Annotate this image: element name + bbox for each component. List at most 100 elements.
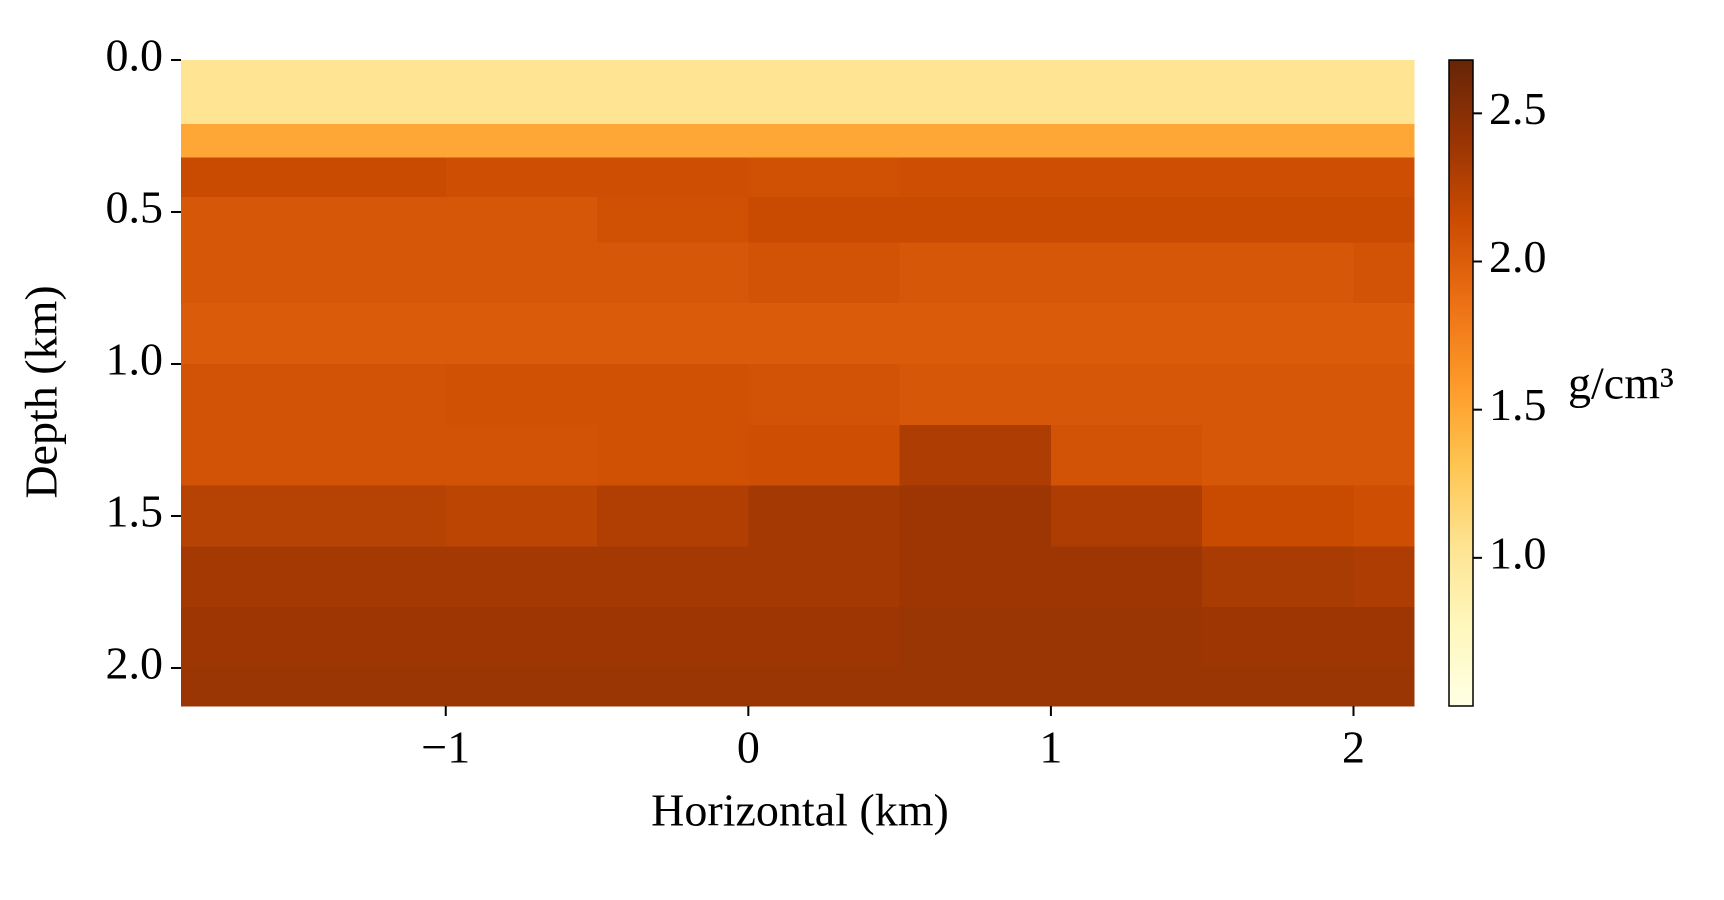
heatmap-cell <box>597 123 749 158</box>
heatmap-cell <box>1050 157 1203 198</box>
heatmap-cell <box>294 485 447 547</box>
heatmap-cell <box>1353 196 1415 243</box>
heatmap-cell <box>294 364 447 426</box>
heatmap-cell <box>899 242 1052 304</box>
heatmap-cell <box>597 424 749 487</box>
heatmap-cell <box>181 242 296 304</box>
heatmap-cell <box>294 546 447 608</box>
heatmap-cell <box>1202 485 1355 547</box>
heatmap-cell <box>445 303 598 365</box>
heatmap-cell <box>294 242 447 304</box>
heatmap-cell <box>294 60 447 125</box>
heatmap-cell <box>181 364 296 426</box>
heatmap-cell <box>597 157 749 198</box>
heatmap-cell <box>1050 485 1203 547</box>
heatmap-cell <box>445 668 598 707</box>
y-tick-label: 0.5 <box>106 182 164 233</box>
heatmap-cell <box>294 196 447 243</box>
heatmap-cell <box>899 485 1052 547</box>
heatmap-cell <box>597 196 749 243</box>
heatmap-cell <box>597 546 749 608</box>
heatmap-cell <box>748 607 901 669</box>
heatmap-cell <box>748 60 901 125</box>
heatmap-cell <box>899 364 1052 426</box>
heatmap-cell <box>1050 668 1203 707</box>
heatmap-cell <box>748 157 901 198</box>
heatmap-cell <box>1202 424 1355 487</box>
heatmap-cell <box>1353 668 1415 707</box>
heatmap-cell <box>445 364 598 426</box>
heatmap-cell <box>748 196 901 243</box>
heatmap-cell <box>899 196 1052 243</box>
colorbar-tick-label: 1.5 <box>1489 379 1547 430</box>
heatmap-cell <box>294 303 447 365</box>
colorbar-tick-label: 1.0 <box>1489 527 1547 578</box>
heatmap-cell <box>181 303 296 365</box>
heatmap-cell <box>748 364 901 426</box>
y-axis-label: Depth (km) <box>16 285 67 498</box>
heatmap-cell <box>899 668 1052 707</box>
heatmap-cell <box>1353 303 1415 365</box>
heatmap-cell <box>899 303 1052 365</box>
heatmap-cell <box>1353 607 1415 669</box>
heatmap-cell <box>597 485 749 547</box>
heatmap-cell <box>748 485 901 547</box>
heatmap-cell <box>1353 424 1415 487</box>
heatmap-cell <box>1050 303 1203 365</box>
colorbar-tick-label: 2.0 <box>1489 231 1547 282</box>
heatmap-cell <box>899 157 1052 198</box>
heatmap-cell <box>597 668 749 707</box>
heatmap-cell <box>597 303 749 365</box>
heatmap-cell <box>1202 364 1355 426</box>
heatmap-cell <box>445 60 598 125</box>
heatmap-cell <box>1050 196 1203 243</box>
colorbar-label: g/cm³ <box>1568 358 1674 409</box>
y-tick-label: 2.0 <box>106 638 164 689</box>
heatmap-cell <box>445 123 598 158</box>
y-tick-label: 1.5 <box>106 486 164 537</box>
x-axis-label: Horizontal (km) <box>651 785 949 836</box>
heatmap-cell <box>1050 546 1203 608</box>
heatmap-cell <box>597 607 749 669</box>
heatmap-cell <box>899 123 1052 158</box>
heatmap-cell <box>748 424 901 487</box>
heatmap-cell <box>181 607 296 669</box>
colorbar-tick-label: 2.5 <box>1489 83 1547 134</box>
heatmap-cell <box>1050 123 1203 158</box>
x-tick-label: −1 <box>421 722 470 773</box>
heatmap-cell <box>1353 242 1415 304</box>
heatmap-cell <box>1050 242 1203 304</box>
heatmap-cell <box>899 60 1052 125</box>
heatmap-cell <box>181 157 296 198</box>
heatmap-cell <box>181 60 296 125</box>
heatmap-cell <box>294 607 447 669</box>
heatmap-cell <box>294 123 447 158</box>
heatmap-cell <box>1353 123 1415 158</box>
heatmap-cell <box>1050 607 1203 669</box>
heatmap-cell <box>1202 303 1355 365</box>
heatmap-cell <box>181 196 296 243</box>
heatmap-cell <box>445 485 598 547</box>
heatmap-cell <box>597 364 749 426</box>
heatmap-cell <box>1202 157 1355 198</box>
x-tick-label: 2 <box>1342 722 1365 773</box>
heatmap-cell <box>181 485 296 547</box>
heatmap-cell <box>445 242 598 304</box>
heatmap-cell <box>1353 546 1415 608</box>
heatmap-cell <box>1202 196 1355 243</box>
heatmap-cell <box>748 303 901 365</box>
heatmap-cell <box>1050 364 1203 426</box>
heatmap-cell <box>294 157 447 198</box>
heatmap-cell <box>1050 60 1203 125</box>
heatmap-cell <box>1202 60 1355 125</box>
heatmap-cell <box>181 123 296 158</box>
heatmap-cell <box>1050 424 1203 487</box>
heatmap-cell <box>1353 364 1415 426</box>
heatmap-cell <box>445 424 598 487</box>
x-tick-label: 0 <box>737 722 760 773</box>
heatmap-cell <box>748 123 901 158</box>
heatmap-cell <box>294 424 447 487</box>
heatmap-cell <box>1353 485 1415 547</box>
heatmap-cell <box>1202 607 1355 669</box>
